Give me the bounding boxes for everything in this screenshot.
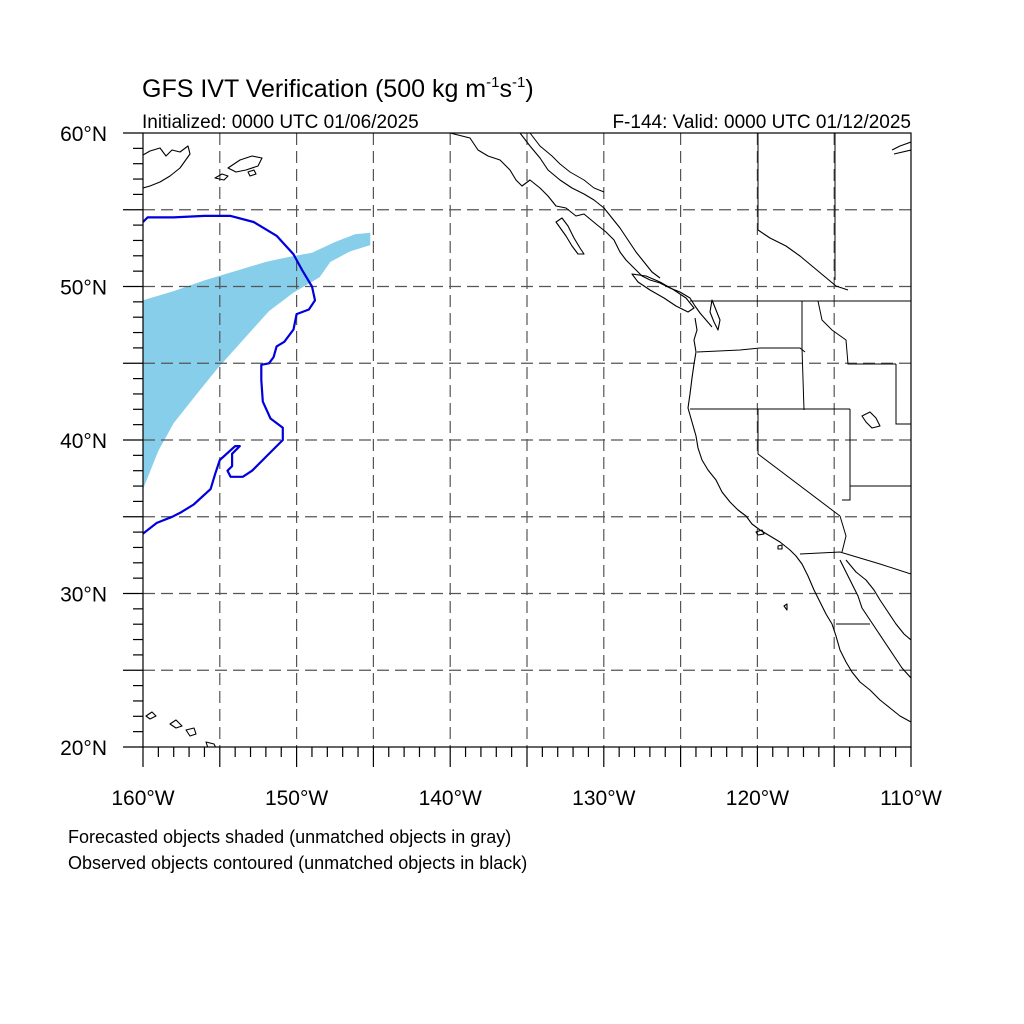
kodiak-coast (227, 155, 263, 173)
idaho-west-border (801, 301, 805, 411)
nv-ut-border (842, 409, 851, 501)
puget-sound (709, 299, 721, 331)
longitude-labels: 160°W 150°W 140°W 130°W 120°W 110°W (111, 787, 942, 810)
valid-label: F-144: Valid: 0000 UTC 01/12/2025 (612, 112, 911, 133)
channel-islands (755, 529, 788, 611)
title-exponent-2: -1 (512, 74, 525, 91)
haida-gwaii (555, 217, 585, 255)
axis-ticks (123, 132, 912, 767)
us-west-coast (687, 317, 911, 723)
coastlines (143, 133, 911, 747)
forecast-ivt-object (143, 232, 371, 490)
figure-title: GFS IVT Verification (500 kg m-1s-1) (142, 74, 534, 103)
inland-lake-ne (891, 141, 911, 155)
wy-border (895, 364, 911, 425)
alaska-coast (143, 145, 191, 189)
longitude-tick-label: 130°W (572, 787, 635, 810)
az-ca-border (839, 515, 847, 553)
longitude-tick-label: 120°W (726, 787, 789, 810)
longitude-tick-label: 110°W (880, 787, 942, 810)
us-mexico-border (799, 551, 911, 575)
initialized-label: Initialized: 0000 UTC 01/06/2025 (142, 112, 419, 133)
inland-lake-canada (757, 229, 849, 291)
title-close: ) (525, 75, 533, 103)
title-exponent-1: -1 (486, 74, 499, 91)
longitude-tick-label: 140°W (419, 787, 482, 810)
id-mt-border (817, 300, 896, 365)
bc-alaska-border (529, 133, 605, 193)
wa-or-border (696, 347, 806, 353)
political-borders (529, 133, 911, 625)
gulf-alaska-islands (214, 169, 257, 181)
latitude-labels: 60°N 50°N 40°N 30°N 20°N (60, 123, 107, 760)
vancouver-island (631, 273, 695, 313)
title-unit-s: s (499, 75, 512, 103)
gulf-of-california (839, 559, 911, 679)
longitude-tick-label: 160°W (111, 787, 174, 810)
observed-ivt-contour (143, 214, 317, 535)
bc-coast (449, 133, 713, 328)
footnote-observed: Observed objects contoured (unmatched ob… (68, 853, 527, 873)
hawaii-islands (145, 711, 217, 747)
latitude-tick-label: 50°N (60, 277, 107, 300)
mainland-mexico-coast (845, 559, 911, 641)
gridlines (143, 133, 911, 747)
map-area (143, 133, 911, 747)
footnote-forecast: Forecasted objects shaded (unmatched obj… (68, 827, 511, 847)
latitude-tick-label: 40°N (60, 430, 107, 453)
great-salt-lake (861, 411, 881, 429)
title-main: GFS IVT Verification (500 kg m (142, 75, 486, 103)
bc-inland-coast (519, 133, 661, 279)
latitude-tick-label: 60°N (60, 123, 107, 146)
latitude-tick-label: 30°N (60, 584, 107, 607)
latitude-tick-label: 20°N (60, 737, 107, 760)
longitude-tick-label: 150°W (265, 787, 328, 810)
ca-nv-border (757, 409, 841, 517)
